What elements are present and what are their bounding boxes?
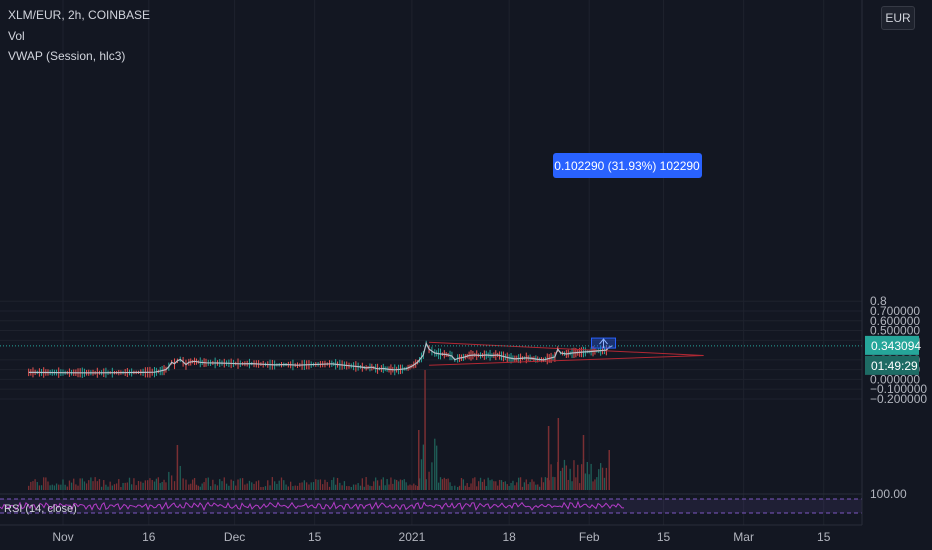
measure-label: 0.102290 (31.93%) 102290 bbox=[554, 159, 700, 173]
time-tick-label: Dec bbox=[224, 530, 245, 544]
time-tick-label: 15 bbox=[817, 530, 831, 544]
measure-label-bg bbox=[553, 153, 702, 178]
time-tick-label: Feb bbox=[579, 530, 600, 544]
triangle-lower-line bbox=[429, 354, 704, 366]
price-tick-label: 0.700000 bbox=[870, 304, 920, 318]
time-tick-label: Nov bbox=[52, 530, 73, 544]
price-tick-label: 0.600000 bbox=[870, 314, 920, 328]
price-tick-label: 0.8 bbox=[870, 294, 887, 308]
price-tick-label: 0.500000 bbox=[870, 324, 920, 338]
symbol-legend[interactable]: XLM/EUR, 2h, COINBASE bbox=[8, 8, 151, 22]
price-tick-label: −0.100000 bbox=[870, 382, 927, 396]
measure-arrowhead bbox=[599, 338, 608, 345]
time-tick-label: Mar bbox=[733, 530, 754, 544]
price-badges: 0.343094 01:49:29 bbox=[865, 335, 921, 375]
time-tick-label: 18 bbox=[502, 530, 516, 544]
price-axis[interactable]: 0.7000000.6000000.5000000.4000000.200000… bbox=[861, 0, 927, 525]
last-price-text: 0.343094 bbox=[871, 339, 921, 353]
price-line bbox=[28, 341, 613, 374]
triangle-upper-line bbox=[429, 341, 704, 356]
countdown-badge bbox=[865, 355, 919, 375]
price-tick-label: 0.000000 bbox=[870, 372, 920, 386]
vwap-legend[interactable]: VWAP (Session, hlc3) bbox=[8, 49, 126, 63]
time-tick-label: 15 bbox=[308, 530, 322, 544]
countdown-text: 01:49:29 bbox=[871, 359, 918, 373]
rsi-axis-label: 100.00 bbox=[870, 487, 907, 501]
time-tick-label: 2021 bbox=[399, 530, 426, 544]
rsi-line bbox=[0, 500, 624, 512]
measure-tool: 0.102290 (31.93%) 102290 bbox=[553, 153, 702, 349]
last-price-badge bbox=[865, 335, 919, 355]
time-tick-label: 16 bbox=[142, 530, 156, 544]
rsi-pane bbox=[0, 493, 862, 526]
time-axis[interactable]: Nov 16 Dec 15 2021 18 Feb 15 Mar 15 bbox=[52, 530, 830, 544]
rsi-legend[interactable]: RSI (14, close) bbox=[4, 503, 77, 515]
triangle-drawing bbox=[429, 341, 704, 366]
volume-bars bbox=[28, 340, 610, 490]
price-tick-label: −0.200000 bbox=[870, 392, 927, 406]
vol-legend[interactable]: Vol bbox=[8, 29, 25, 43]
grid-lines bbox=[0, 0, 862, 525]
currency-button[interactable]: EUR bbox=[881, 6, 915, 30]
time-tick-label: 15 bbox=[657, 530, 671, 544]
